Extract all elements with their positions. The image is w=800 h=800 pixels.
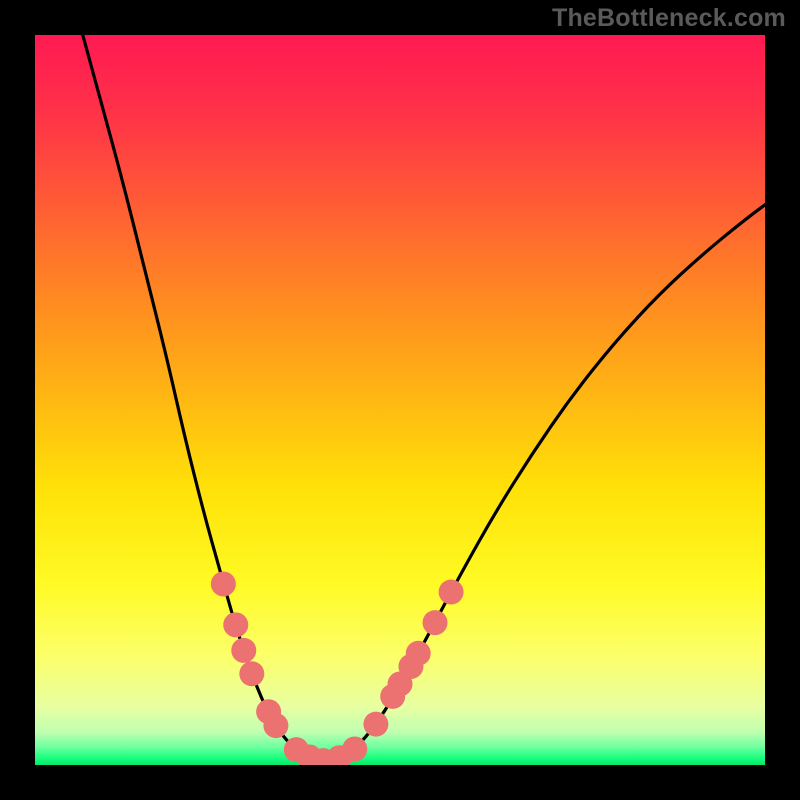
plot-area [35,35,765,765]
curve-marker [223,612,248,637]
marker-group [211,571,464,765]
chart-frame: TheBottleneck.com [0,0,800,800]
watermark-text: TheBottleneck.com [552,4,786,33]
curve-marker [239,661,264,686]
curve-marker [263,713,288,738]
curve-marker [406,641,431,666]
curve-marker [439,579,464,604]
curve-marker [211,571,236,596]
curve-marker [423,610,448,635]
curve-right-branch [323,199,765,760]
curve-marker [231,638,256,663]
curve-left-branch [79,35,324,761]
bottleneck-curve [35,35,765,765]
curve-marker [342,736,367,761]
curve-marker [363,712,388,737]
